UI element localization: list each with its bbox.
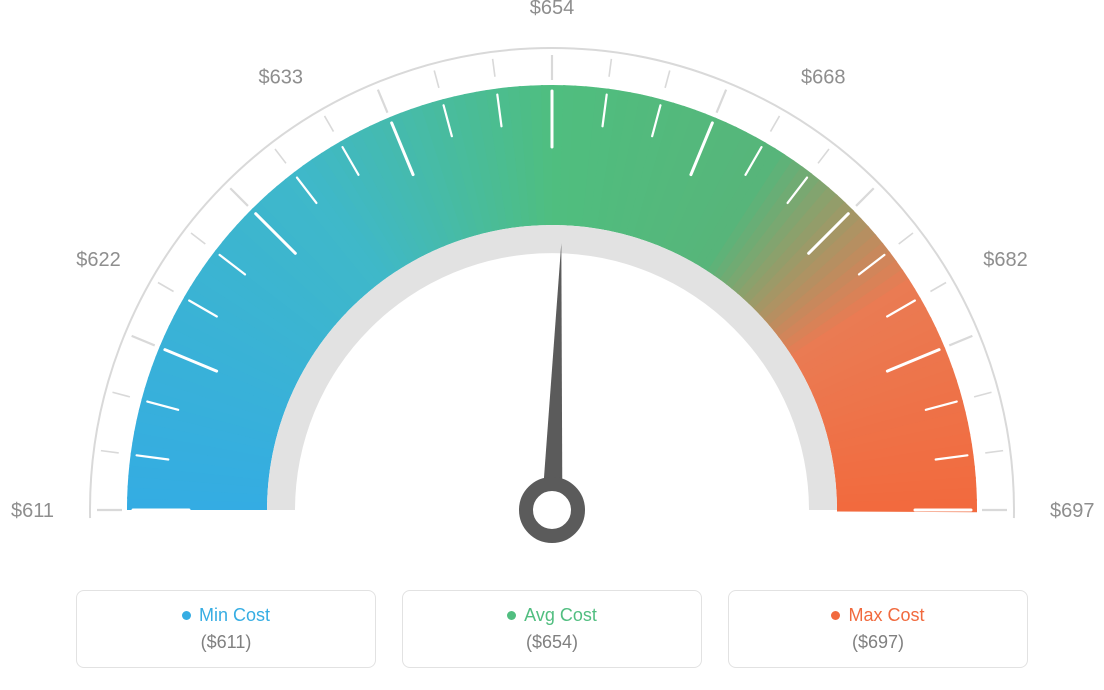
svg-text:$633: $633	[259, 67, 304, 89]
legend-value-avg: ($654)	[526, 632, 578, 653]
legend-dot-min	[182, 611, 191, 620]
legend-value-max: ($697)	[852, 632, 904, 653]
legend-dot-max	[831, 611, 840, 620]
legend-label-avg: Avg Cost	[524, 605, 597, 626]
svg-text:$611: $611	[11, 500, 54, 522]
needle-hub	[526, 484, 578, 536]
svg-text:$654: $654	[530, 0, 575, 19]
svg-text:$682: $682	[983, 249, 1028, 271]
svg-text:$697: $697	[1050, 500, 1095, 522]
needle	[544, 243, 563, 482]
cost-gauge: $611 $622 $633 $654 $668 $682 $697	[0, 0, 1104, 575]
legend-card-avg: Avg Cost ($654)	[402, 590, 702, 668]
legend-dot-avg	[507, 611, 516, 620]
svg-text:$668: $668	[801, 67, 846, 89]
legend-card-max: Max Cost ($697)	[728, 590, 1028, 668]
legend-card-min: Min Cost ($611)	[76, 590, 376, 668]
legend-row: Min Cost ($611) Avg Cost ($654) Max Cost…	[0, 590, 1104, 668]
legend-value-min: ($611)	[201, 632, 252, 653]
legend-label-min: Min Cost	[199, 605, 270, 626]
legend-label-max: Max Cost	[848, 605, 924, 626]
svg-text:$622: $622	[76, 249, 121, 271]
